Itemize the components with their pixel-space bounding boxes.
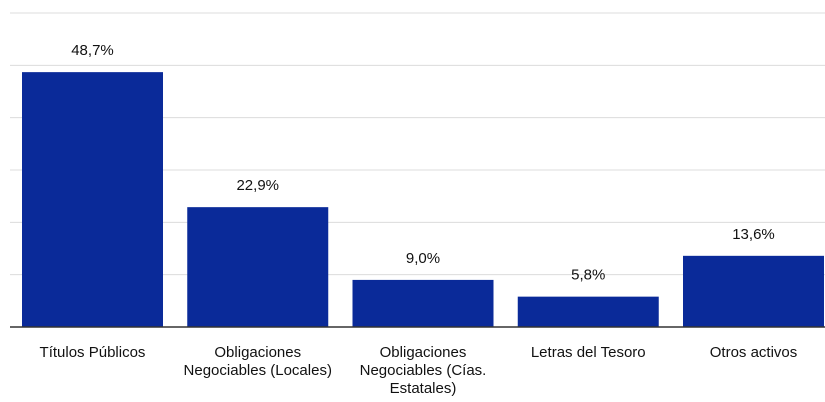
bar: [352, 279, 494, 327]
x-tick-label: Otros activos: [709, 344, 798, 361]
value-label: 22,9%: [236, 177, 279, 194]
bar: [22, 72, 163, 328]
value-label: 13,6%: [732, 226, 775, 243]
bar: [517, 296, 659, 327]
value-label: 5,8%: [571, 267, 605, 284]
value-label: 48,7%: [71, 42, 114, 59]
x-tick-label: Obligaciones Negociables (Locales): [183, 344, 332, 379]
x-tick-label: Títulos Públicos: [39, 344, 146, 361]
x-tick-label: Letras del Tesoro: [530, 344, 646, 361]
x-tick-label: Obligaciones Negociables (Cías. Estatale…: [359, 344, 487, 397]
value-label: 9,0%: [406, 250, 440, 267]
bar: [187, 207, 329, 327]
bar: [683, 255, 824, 327]
